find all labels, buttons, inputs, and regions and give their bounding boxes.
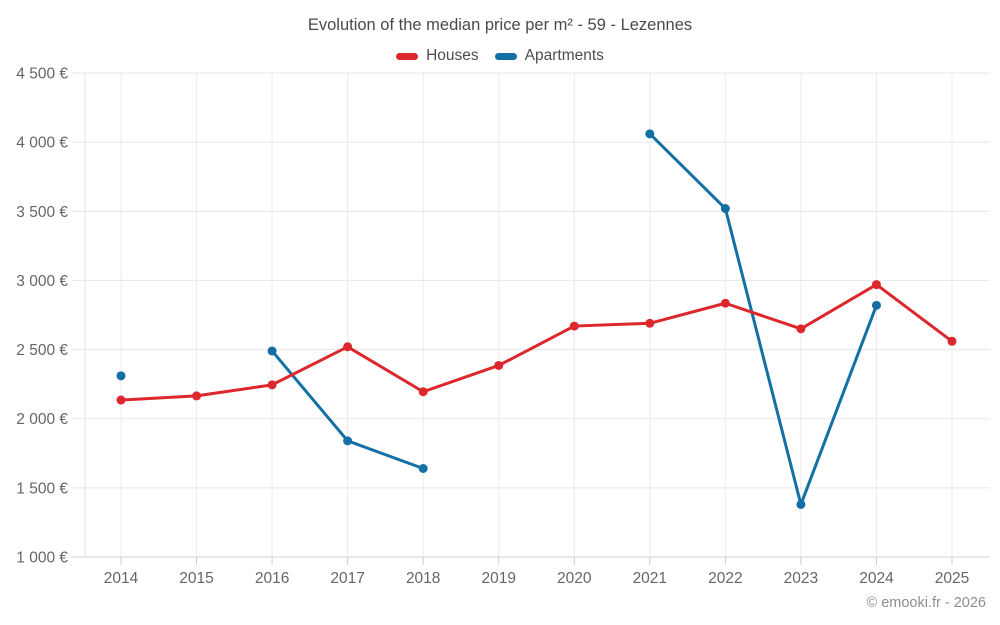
data-point-apartments-2018[interactable] (418, 463, 428, 473)
legend-item-apartments[interactable]: Apartments (494, 47, 604, 65)
y-axis-label: 3 000 € (16, 273, 68, 290)
x-axis-label: 2018 (406, 570, 440, 587)
y-axis-label: 1 000 € (16, 550, 68, 567)
y-axis-label: 1 500 € (16, 480, 68, 497)
y-axis-label: 2 000 € (16, 411, 68, 428)
data-point-houses-2021[interactable] (645, 318, 655, 328)
data-point-apartments-2016[interactable] (267, 346, 277, 356)
legend-item-houses[interactable]: Houses (396, 47, 479, 65)
y-axis-label: 2 500 € (16, 342, 68, 359)
data-point-houses-2022[interactable] (720, 298, 730, 308)
legend-marker-apartments (494, 52, 517, 60)
legend-marker-houses (396, 52, 419, 60)
data-point-houses-2016[interactable] (267, 380, 277, 390)
data-point-houses-2018[interactable] (418, 387, 428, 397)
data-point-apartments-2022[interactable] (720, 204, 730, 214)
legend-label: Apartments (524, 47, 604, 64)
data-point-apartments-2021[interactable] (645, 129, 655, 139)
y-axis-label: 3 500 € (16, 204, 68, 221)
x-axis-label: 2016 (255, 570, 289, 587)
data-point-houses-2019[interactable] (494, 360, 504, 370)
y-axis-label: 4 000 € (16, 135, 68, 152)
data-point-houses-2023[interactable] (796, 324, 806, 334)
x-axis-label: 2015 (179, 570, 213, 587)
x-axis-label: 2022 (708, 570, 742, 587)
x-axis-label: 2020 (557, 570, 592, 587)
chart-credit: © emooki.fr - 2026 (866, 595, 986, 611)
data-point-houses-2014[interactable] (116, 395, 126, 405)
data-point-apartments-2023[interactable] (796, 499, 806, 509)
data-point-apartments-2024[interactable] (871, 300, 881, 310)
x-axis-label: 2025 (935, 570, 969, 587)
y-axis-label: 4 500 € (16, 66, 68, 83)
data-point-houses-2017[interactable] (343, 342, 353, 352)
x-axis-label: 2014 (104, 570, 139, 587)
data-point-apartments-2017[interactable] (343, 436, 353, 446)
data-point-apartments-2014[interactable] (116, 371, 126, 381)
x-axis-label: 2017 (330, 570, 364, 587)
data-point-houses-2025[interactable] (947, 336, 957, 346)
data-point-houses-2015[interactable] (192, 391, 202, 401)
legend-label: Houses (426, 47, 479, 64)
x-axis-label: 2021 (633, 570, 667, 587)
chart-title: Evolution of the median price per m² - 5… (307, 16, 693, 34)
x-axis-label: 2019 (481, 570, 515, 587)
series-line-apartments (648, 132, 878, 506)
data-point-houses-2024[interactable] (871, 280, 881, 290)
x-axis-label: 2023 (784, 570, 818, 587)
data-point-houses-2020[interactable] (569, 321, 579, 331)
x-axis-label: 2024 (859, 570, 894, 587)
chart-legend: Houses Apartments (0, 47, 1000, 65)
series-line-houses (119, 283, 954, 402)
